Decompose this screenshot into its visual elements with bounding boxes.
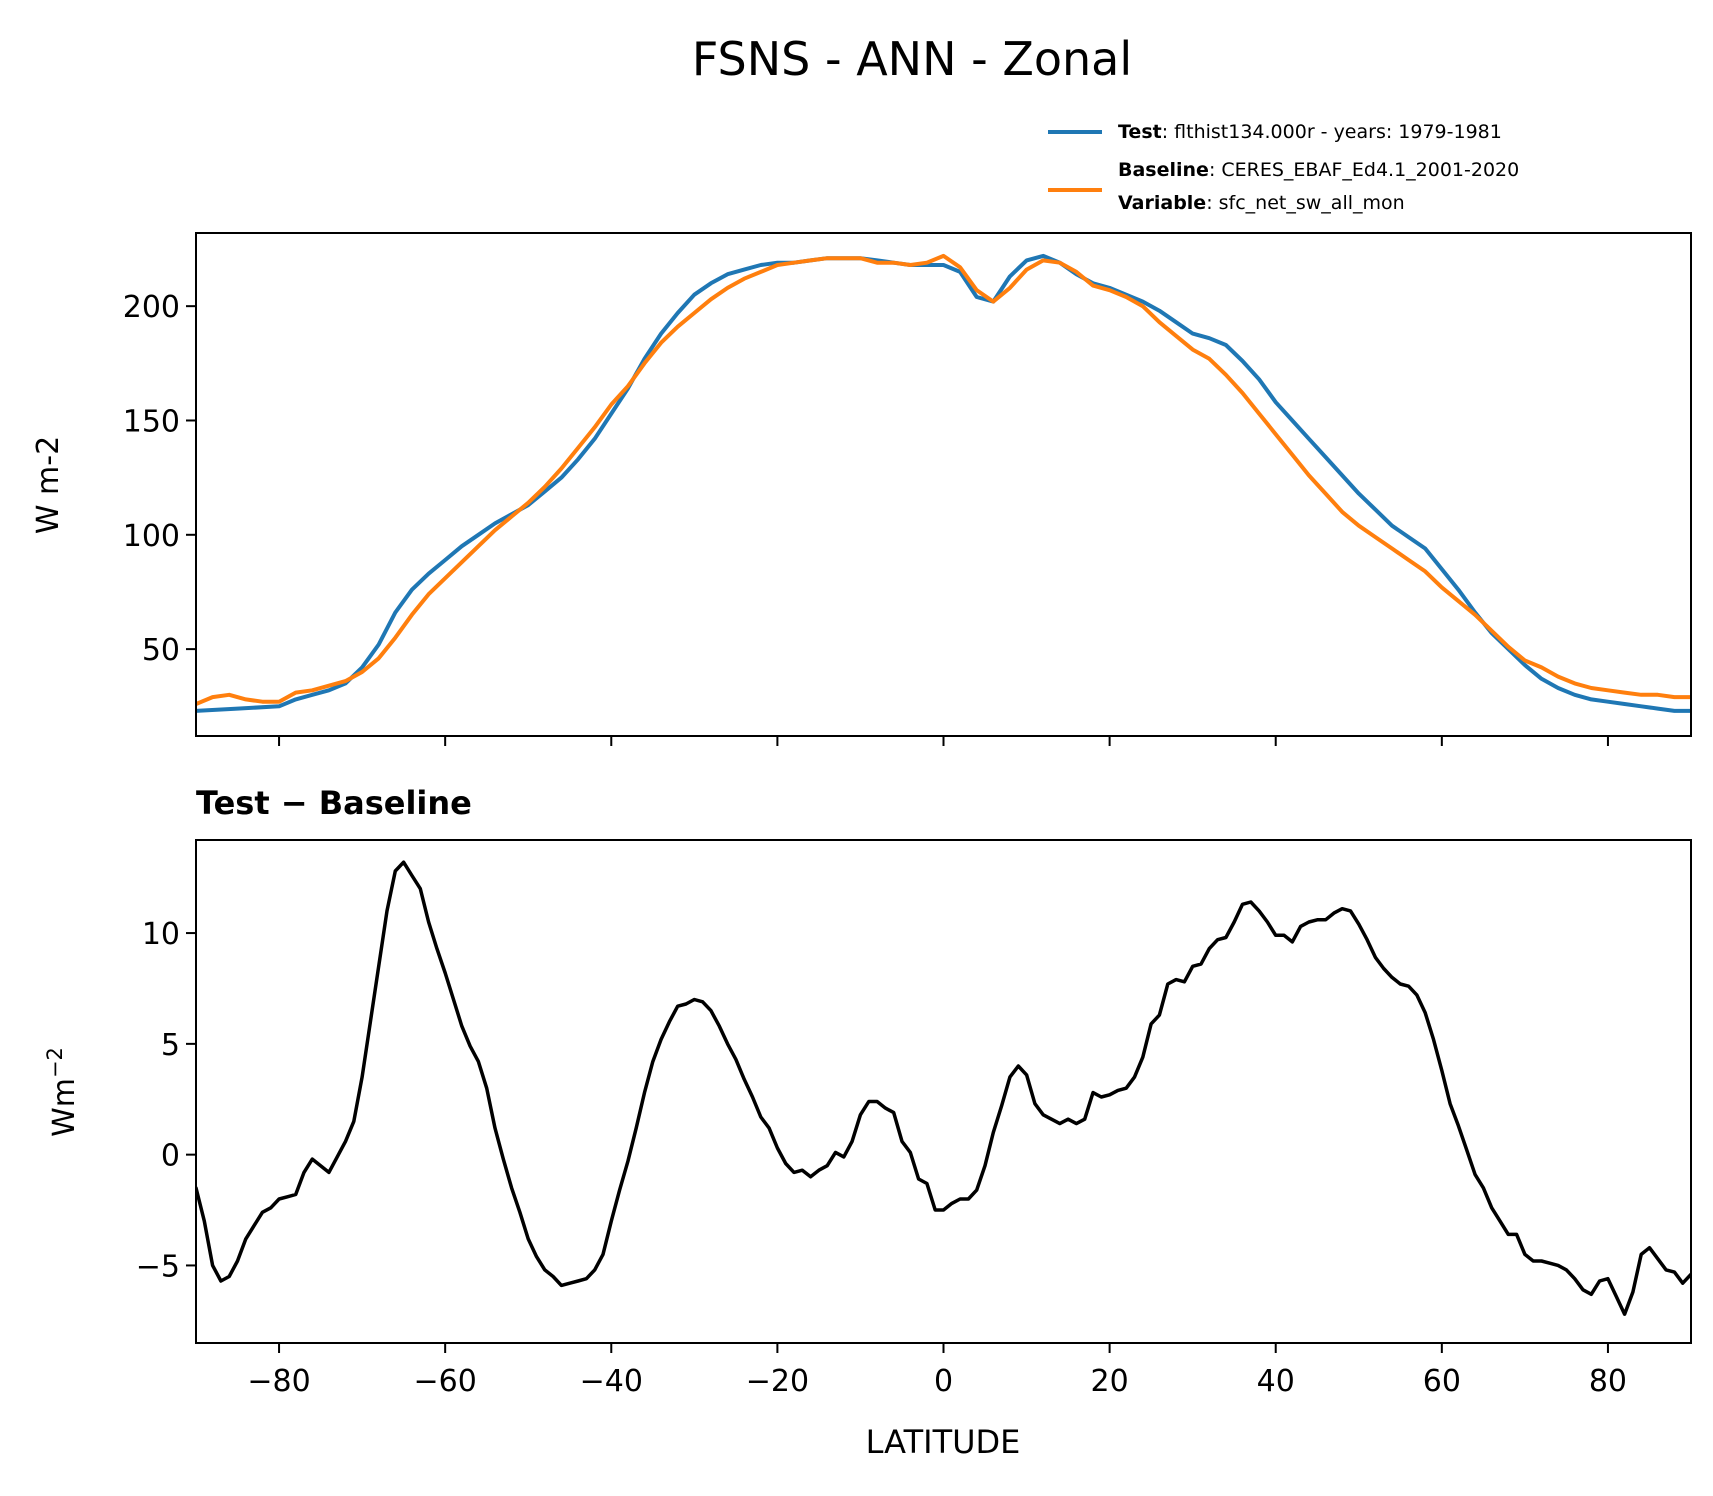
legend-variable-text: : sfc_net_sw_all_mon [1206,192,1404,214]
bottom-xtick-label: 0 [934,1364,953,1399]
bottom-series-test-baseline [196,860,1691,1316]
bottom-ylabel-sup: −2 [43,1047,67,1078]
top-ylabel: W m-2 [31,436,66,534]
svg-text:Test: flthist134.000r - years:: Test: flthist134.000r - years: 1979-1981 [1118,121,1502,143]
svg-text:Baseline: CERES_EBAF_Ed4.1_200: Baseline: CERES_EBAF_Ed4.1_2001-2020 [1118,159,1519,181]
bottom-ylabel-base: Wm [47,1078,82,1137]
top-series-test [196,253,1691,713]
legend-baseline-label: Baseline [1118,159,1209,181]
bottom-ytick-label: 10 [142,917,180,952]
legend-variable-label: Variable [1118,192,1206,214]
legend-test-text: : flthist134.000r - years: 1979-1981 [1162,121,1502,143]
svg-text:Variable: sfc_net_sw_all_mon: Variable: sfc_net_sw_all_mon [1118,192,1405,214]
bottom-axes-frame [195,839,1692,1344]
bottom-xlabel: LATITUDE [866,1423,1021,1461]
bottom-xtick-label: 20 [1091,1364,1129,1399]
bottom-panel-title: Test − Baseline [196,784,472,822]
top-ytick-label: 200 [123,290,180,325]
bottom-xtick-label: −40 [580,1364,643,1399]
top-ytick-label: 50 [142,633,180,668]
top-axes-frame [195,232,1692,737]
bottom-ylabel: Wm−2 [43,1047,82,1137]
bottom-xtick-label: −20 [746,1364,809,1399]
bottom-xtick-label: 80 [1589,1364,1627,1399]
bottom-xtick-label: −80 [247,1364,310,1399]
bottom-xtick-label: 60 [1423,1364,1461,1399]
top-ytick-label: 100 [123,519,180,554]
top-panel: 50 100 150 200 W m-2 [31,232,1692,746]
legend-baseline-text: : CERES_EBAF_Ed4.1_2001-2020 [1209,159,1519,181]
legend-test-label: Test [1118,121,1162,143]
top-ytick-label: 150 [123,404,180,439]
figure-title: FSNS - ANN - Zonal [692,32,1132,86]
top-series-baseline [196,253,1691,706]
bottom-ytick-label: 5 [161,1028,180,1063]
bottom-xtick-label: −60 [414,1364,477,1399]
legend: Test: flthist134.000r - years: 1979-1981… [1048,121,1519,214]
bottom-ytick-label: −5 [136,1249,180,1284]
bottom-panel: Test − Baseline −5 0 5 10 −80 −60 −40 −20 0 20 40… [43,784,1692,1461]
bottom-ytick-label: 0 [161,1139,180,1174]
bottom-xtick-label: 40 [1257,1364,1295,1399]
